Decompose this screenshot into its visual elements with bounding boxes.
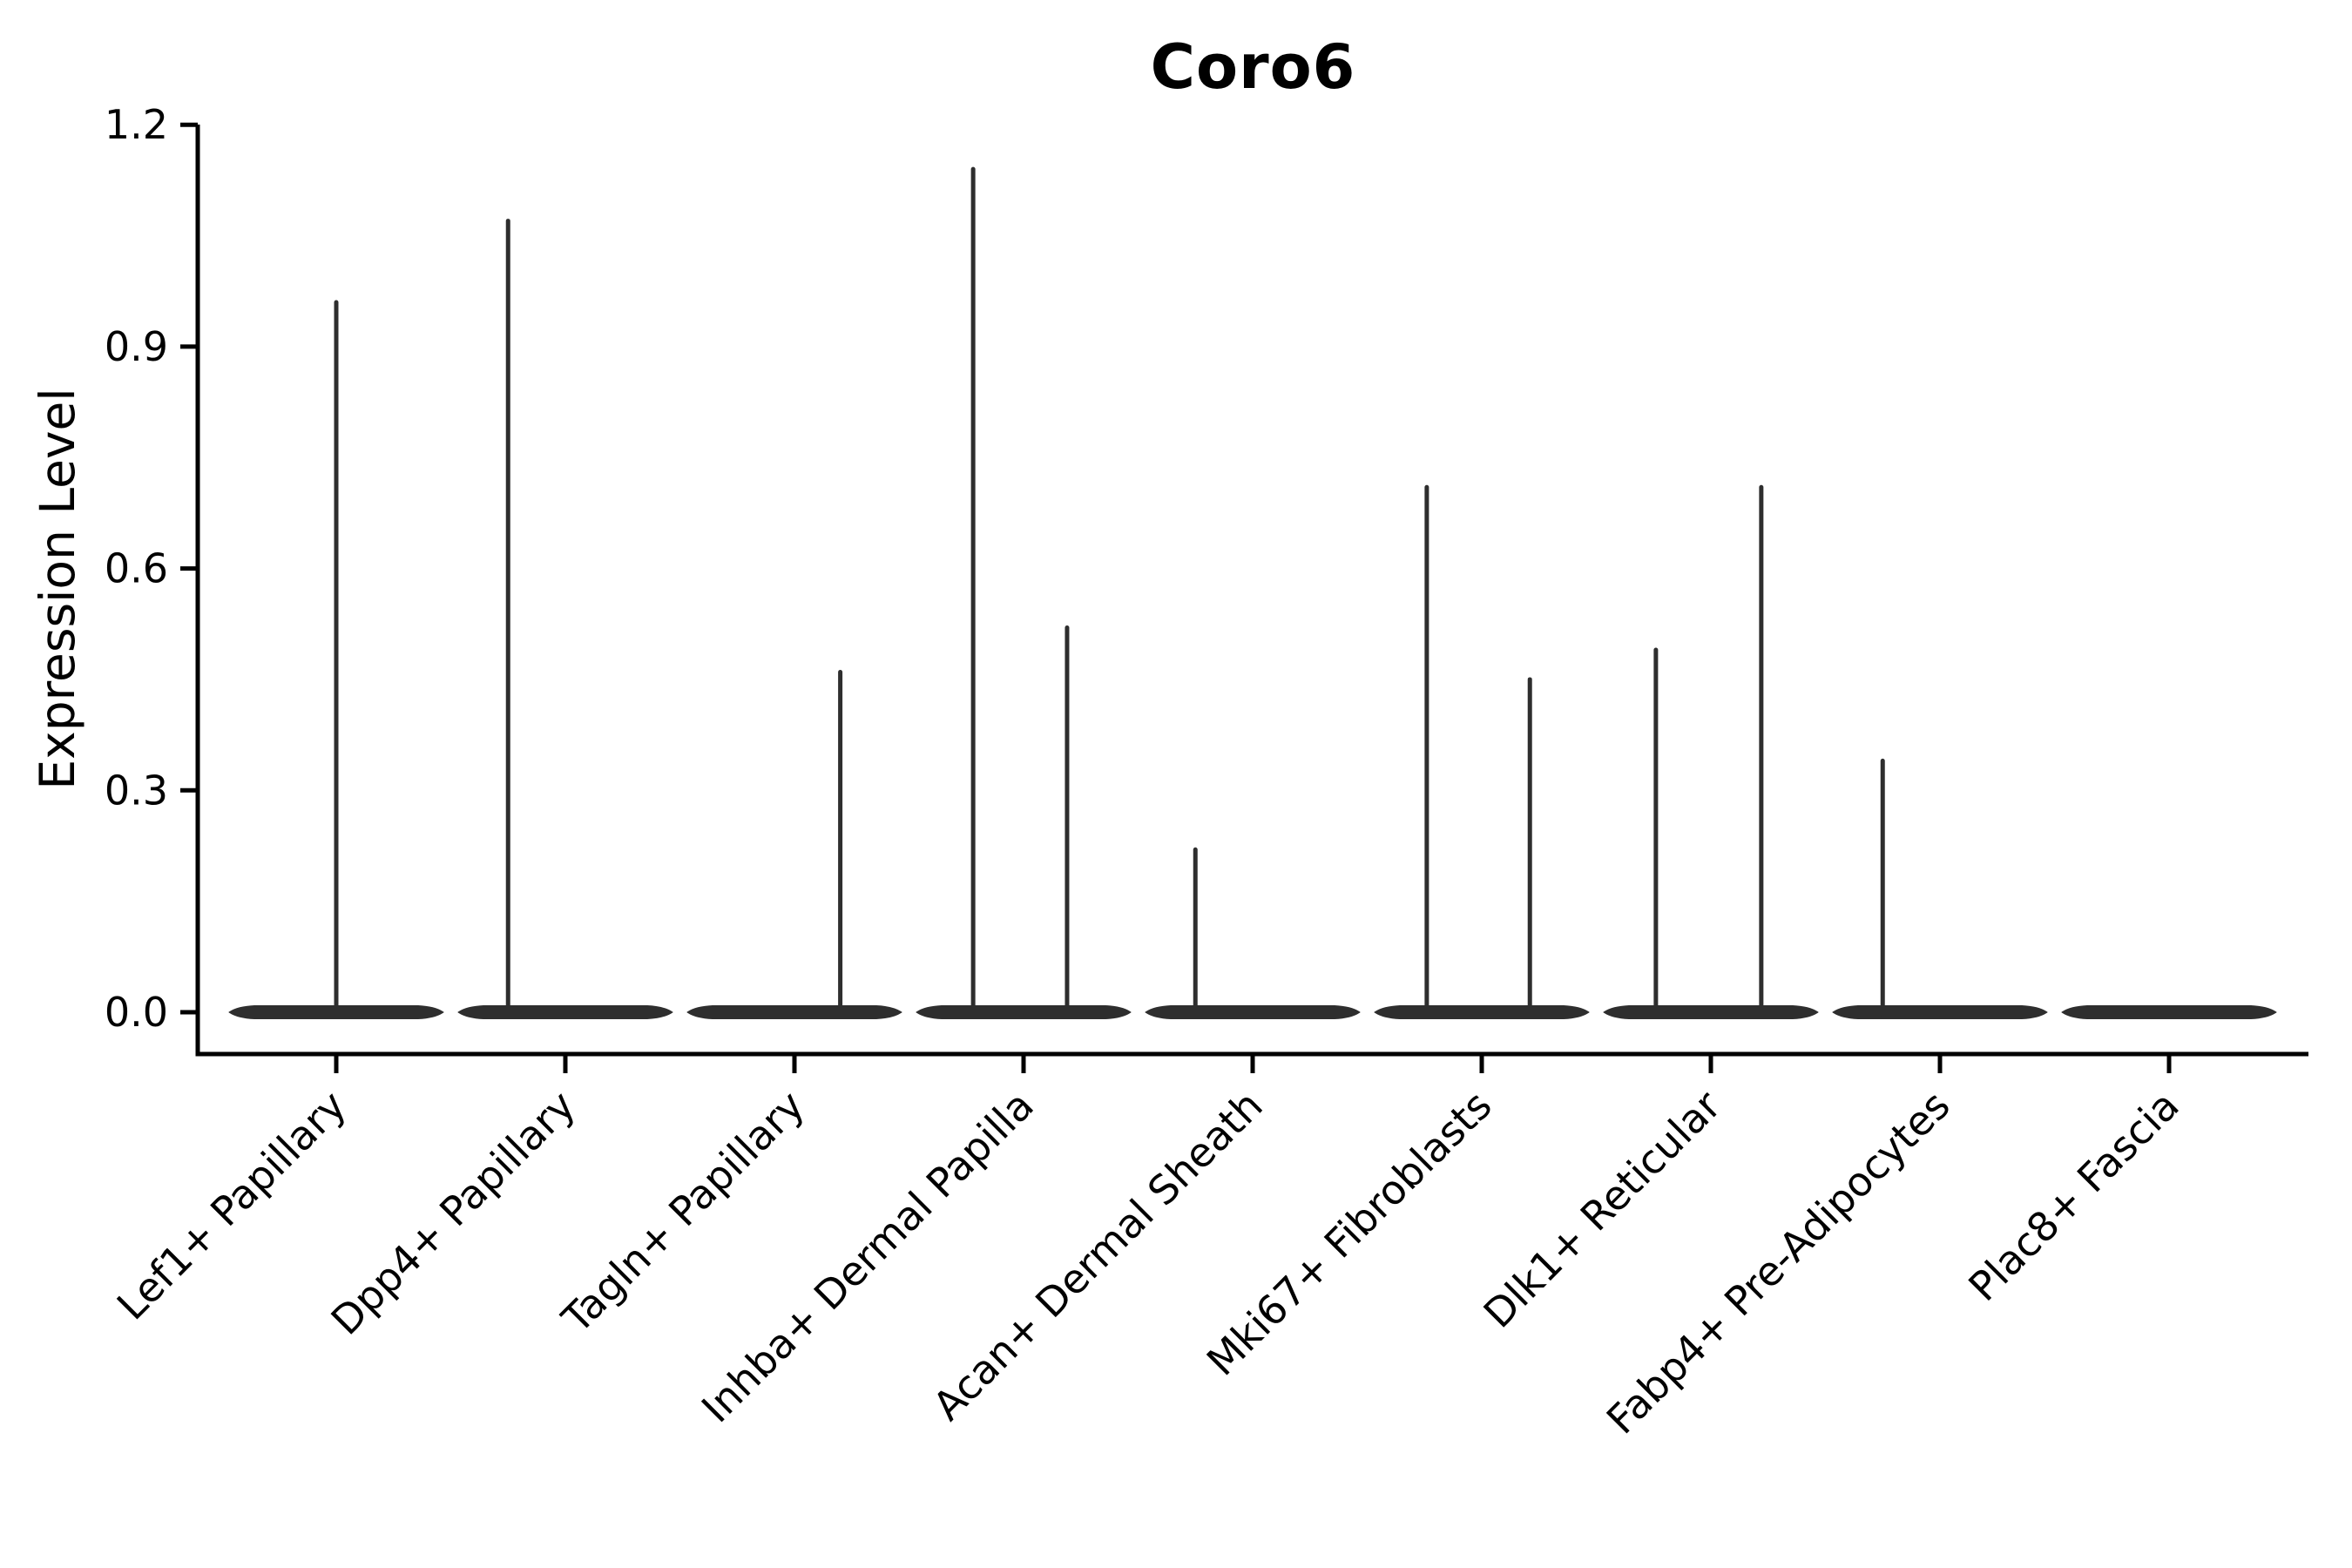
violin-base: [686, 1005, 902, 1019]
violin-base: [916, 1005, 1132, 1019]
violin-base: [1603, 1005, 1819, 1019]
y-tick-label: 0.0: [105, 989, 168, 1036]
violin-base: [1832, 1005, 2048, 1019]
violin-base: [2061, 1005, 2277, 1019]
x-tick-label: Lef1+ Papillary: [108, 1082, 355, 1329]
y-tick-label: 0.6: [105, 545, 168, 592]
violin-base: [1145, 1005, 1361, 1019]
y-tick-label: 0.9: [105, 323, 168, 370]
y-tick-label: 1.2: [105, 101, 168, 148]
x-tick-label: Dlk1+ Reticular: [1475, 1082, 1730, 1337]
y-axis-title: Expression Level: [30, 388, 85, 790]
violin-base: [457, 1005, 673, 1019]
x-tick-label: Tagln+ Papillary: [552, 1082, 814, 1343]
x-tick-label: Plac8+ Fascia: [1959, 1082, 2187, 1310]
y-tick-label: 0.3: [105, 767, 168, 814]
violin-base: [1374, 1005, 1590, 1019]
axis-spines: [195, 125, 2308, 1057]
chart-title: Coro6: [1150, 31, 1356, 103]
x-tick-label: Dpp4+ Papillary: [322, 1082, 585, 1344]
